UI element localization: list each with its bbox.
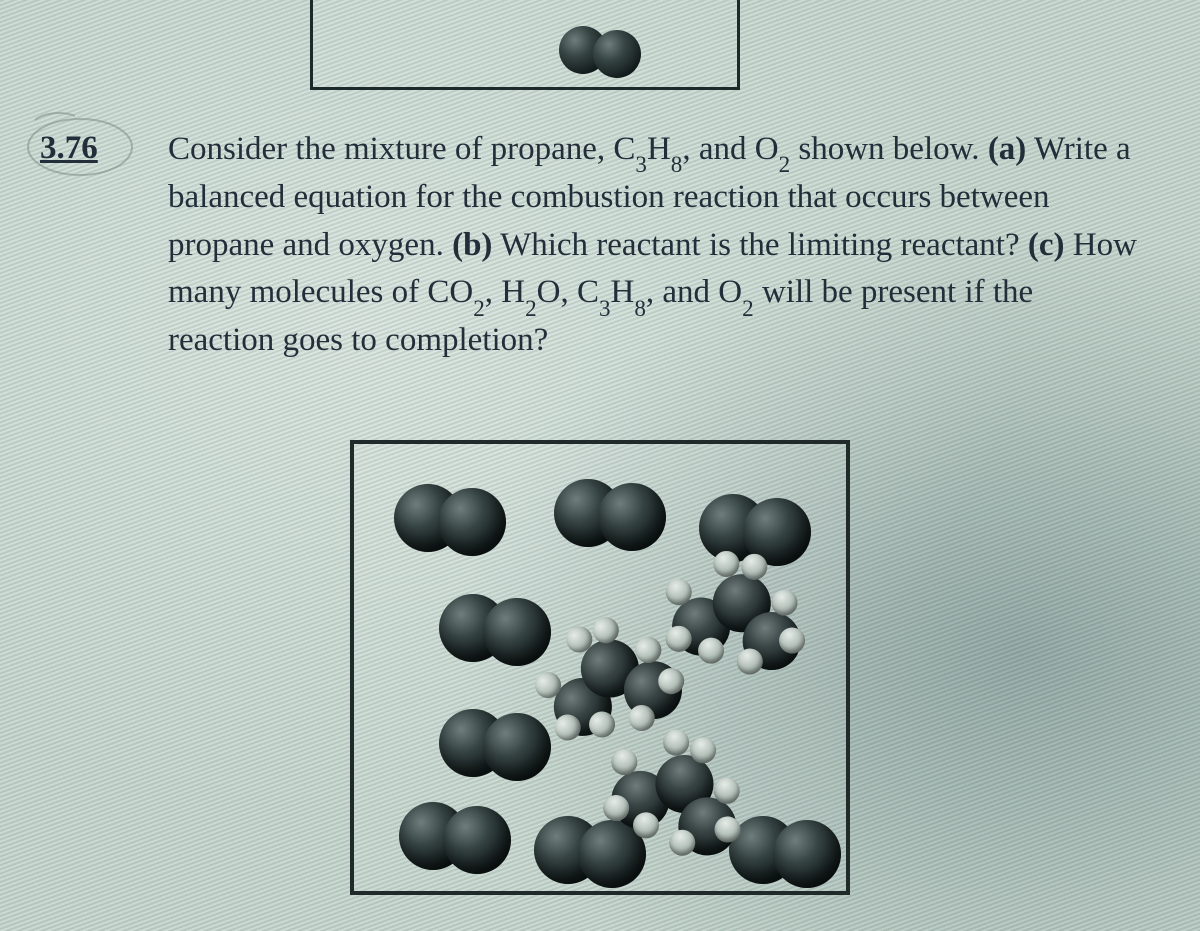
oxygen-atom: [773, 820, 841, 888]
oxygen-atom: [483, 713, 551, 781]
part-b-label: (b): [452, 227, 492, 263]
oxygen-atom: [443, 806, 511, 874]
part-c-text: , and O: [646, 274, 742, 310]
part-c-text: H: [611, 274, 635, 310]
problem-body: Consider the mixture of propane, C3H8, a…: [40, 126, 1140, 365]
molecule-diagram: [350, 440, 850, 895]
oxygen-atom: [593, 30, 641, 78]
oxygen-atom: [438, 488, 506, 556]
page: 3.76 Consider the mixture of propane, C3…: [0, 0, 1200, 931]
sub: 2: [473, 295, 485, 321]
problem-number: 3.76: [40, 125, 130, 173]
problem-text: 3.76 Consider the mixture of propane, C3…: [40, 125, 1140, 365]
intro-text: , and O: [682, 131, 778, 167]
sub: 3: [599, 295, 611, 321]
part-c-text: O, C: [537, 274, 599, 310]
sub: 2: [525, 295, 537, 321]
sub: 3: [635, 151, 647, 177]
sub: 2: [779, 151, 791, 177]
part-c-label: (c): [1028, 227, 1065, 263]
intro-text: Consider the mixture of propane, C: [168, 131, 635, 167]
oxygen-atom: [598, 483, 666, 551]
sub: 8: [634, 295, 646, 321]
sub: 8: [671, 151, 683, 177]
propane-molecule: [665, 554, 812, 685]
part-a-label: (a): [988, 131, 1026, 167]
part-c-text: , H: [485, 274, 525, 310]
part-b-text: Which reactant is the limiting reactant?: [492, 227, 1027, 263]
sub: 2: [742, 295, 754, 321]
previous-figure-remnant: [310, 0, 740, 90]
intro-text: shown below.: [790, 131, 979, 167]
intro-text: H: [647, 131, 671, 167]
